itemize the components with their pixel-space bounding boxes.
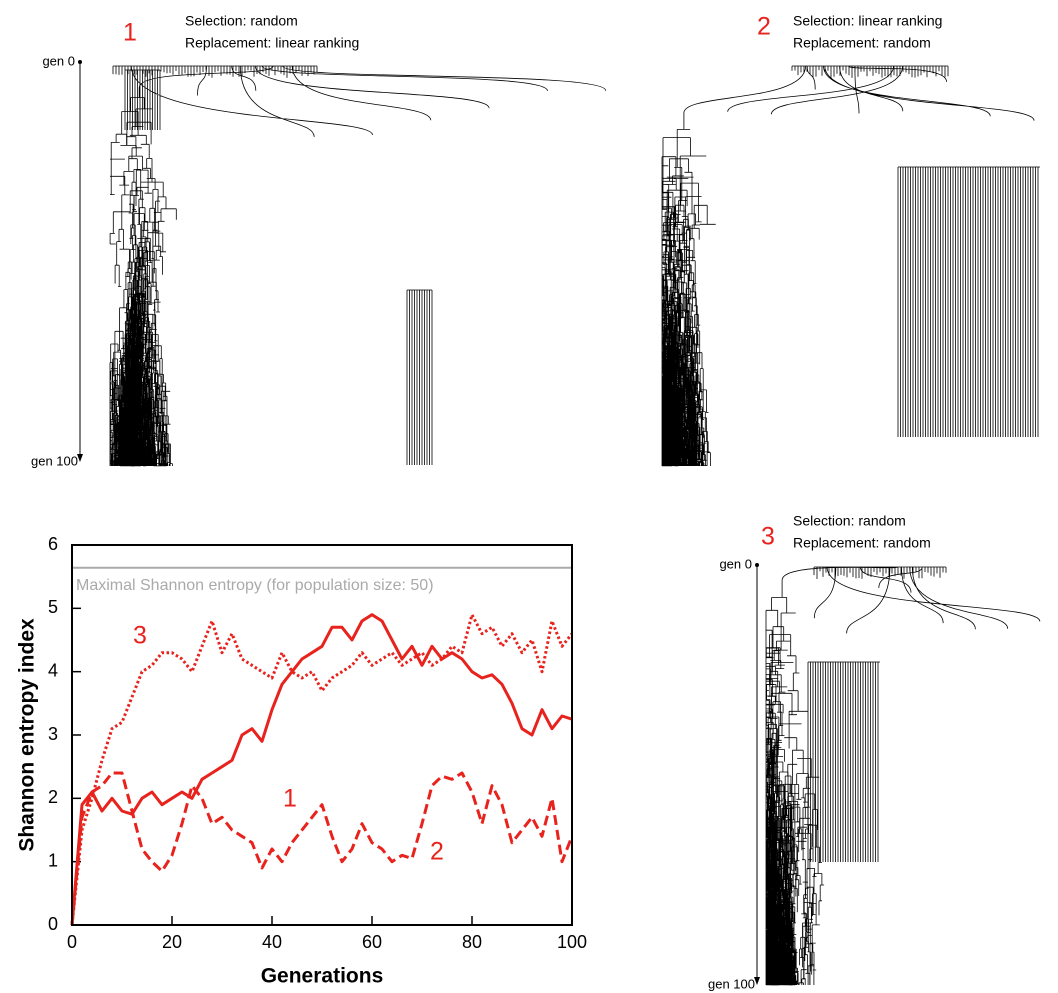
series-label: 2 xyxy=(430,838,444,866)
panel-number: 3 xyxy=(761,523,775,551)
plot-frame xyxy=(71,544,573,926)
gen-end-label: gen 100 xyxy=(31,453,78,468)
replacement-label: Replacement: linear ranking xyxy=(185,35,359,51)
trees: 1 Selection: random Replacement: linear ra… xyxy=(31,13,1041,991)
selection-label: Selection: linear ranking xyxy=(793,13,942,29)
gen-start-label: gen 0 xyxy=(42,53,75,68)
series-line xyxy=(70,613,573,926)
selection-label: Selection: random xyxy=(185,13,298,29)
series-label: 1 xyxy=(283,785,297,813)
y-tick-label: 5 xyxy=(48,597,58,617)
y-tick-label: 3 xyxy=(48,724,58,744)
axis-dot xyxy=(78,60,82,64)
x-axis-title: Generations xyxy=(261,965,384,988)
reference-label: Maximal Shannon entropy (for population … xyxy=(76,577,434,594)
x-tick-label: 20 xyxy=(162,932,182,952)
x-tick-label: 60 xyxy=(362,932,382,952)
x-tick-label: 0 xyxy=(67,932,77,952)
axis-dot xyxy=(755,563,759,567)
replacement-label: Replacement: random xyxy=(793,35,931,51)
y-axis-title: Shannon entropy index xyxy=(16,618,39,852)
entropy-chart: 0 20 40 60 80 100 0 1 2 3 4 5 6 Maximal Shannon entro… xyxy=(16,534,587,988)
genealogy-tree xyxy=(661,65,1040,467)
panel-number: 1 xyxy=(123,19,137,47)
gen-start-label: gen 0 xyxy=(719,556,752,571)
axis-arrow xyxy=(754,977,760,985)
y-tick-label: 1 xyxy=(48,850,58,870)
series-label: 3 xyxy=(133,622,147,650)
replacement-label: Replacement: random xyxy=(793,535,931,551)
y-tick-label: 2 xyxy=(48,787,58,807)
axis-arrow xyxy=(77,454,83,462)
selection-label: Selection: random xyxy=(793,513,906,529)
x-tick-label: 100 xyxy=(557,932,587,952)
y-tick-label: 6 xyxy=(48,534,58,554)
y-tick-label: 0 xyxy=(48,914,58,934)
gen-end-label: gen 100 xyxy=(708,976,755,991)
series-line xyxy=(70,771,574,926)
genealogy-tree xyxy=(765,566,1041,986)
genealogy-tree xyxy=(109,65,607,467)
panel-number: 2 xyxy=(757,13,771,41)
y-tick-label: 4 xyxy=(48,660,58,680)
x-tick-label: 40 xyxy=(262,932,282,952)
series-line xyxy=(70,613,574,926)
x-tick-label: 80 xyxy=(462,932,482,952)
